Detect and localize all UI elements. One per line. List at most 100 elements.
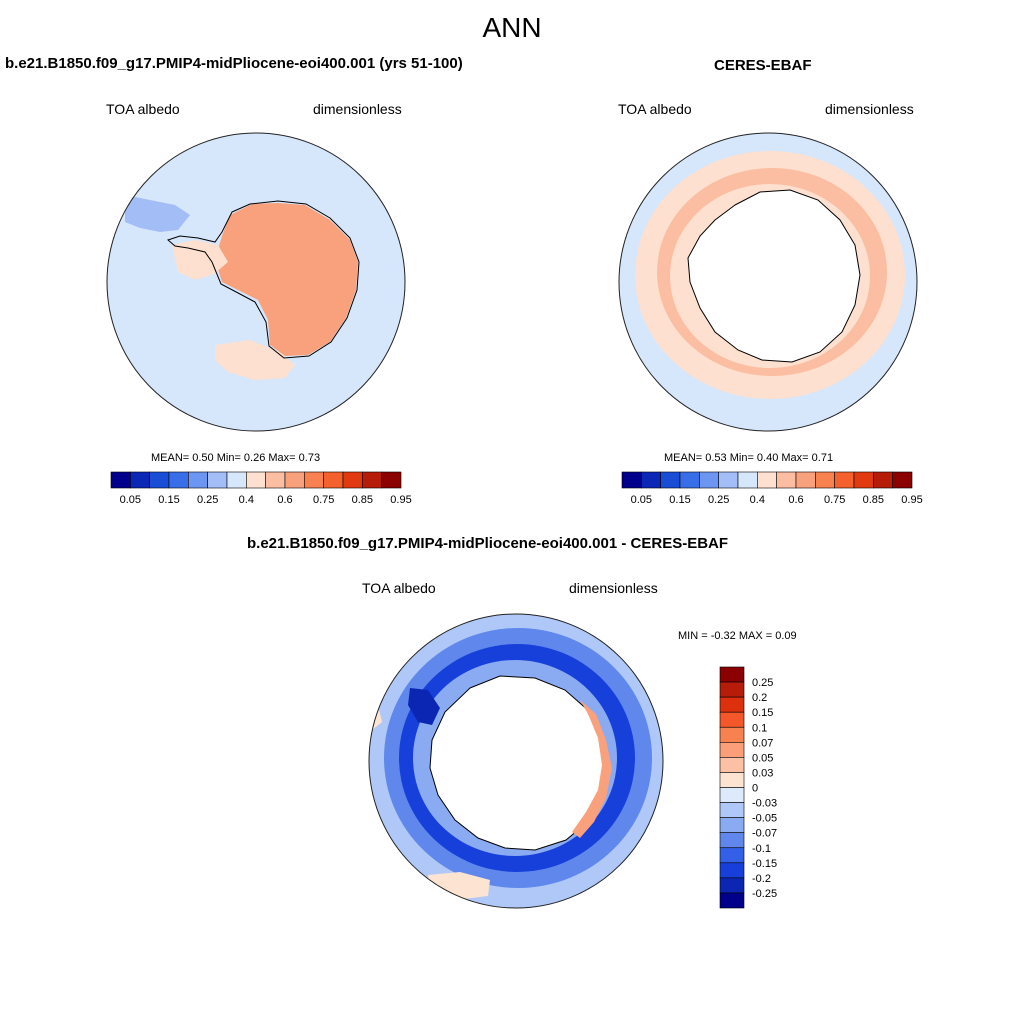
panel-3-positive-coastal-band	[572, 700, 612, 838]
panel-2-map	[618, 132, 918, 432]
panel-2-colorbar-swatch	[737, 471, 758, 489]
panel-2-colorbar-swatch	[776, 471, 797, 489]
panel-1-colorbar-swatch	[188, 471, 208, 489]
panel-3-colorbar-swatch	[719, 862, 745, 879]
panel-1-colorbar-swatch	[149, 471, 170, 489]
panel-3-colorbar-swatch	[719, 802, 745, 818]
panel-1-title: b.e21.B1850.f09_g17.PMIP4-midPliocene-eo…	[5, 55, 463, 72]
panel-1-colorbar-tick-label: 0.75	[313, 494, 334, 506]
panel-1-colorbar-swatch	[323, 471, 344, 489]
panel-3-colorbar-swatch	[719, 892, 745, 909]
panel-3-colorbar-tick-label: 0.2	[752, 692, 767, 704]
panel-3-colorbar-swatch	[719, 817, 745, 833]
panel-3-colorbar-swatch	[719, 832, 745, 849]
panel-2-units-label: dimensionless	[825, 101, 914, 117]
panel-2-colorbar-tick-label: 0.05	[631, 494, 652, 506]
panel-1-peninsula-patch	[172, 240, 228, 280]
panel-1-colorbar-swatch	[284, 471, 305, 489]
panel-1-colorbar-swatch	[362, 471, 382, 489]
panel-3-colorbar-swatch	[719, 757, 745, 773]
panel-2-colorbar-swatch	[621, 471, 642, 489]
panel-3-colorbar-tick-label: -0.1	[752, 843, 771, 855]
panel-1-colorbar-tick-label: 0.95	[390, 494, 411, 506]
panel-2-colorbar-swatch	[795, 471, 816, 489]
panel-1-colorbar-swatch	[342, 471, 363, 489]
panel-3-colorbar-tick-label: -0.25	[752, 888, 777, 900]
panel-1-colorbar-swatch	[130, 471, 150, 489]
panel-2-title: CERES-EBAF	[714, 57, 812, 74]
panel-1-colorbar-swatch	[381, 471, 402, 489]
panel-3-colorbar-tick-label: -0.2	[752, 873, 771, 885]
panel-1-map-boundary	[106, 132, 406, 432]
panel-2-colorbar-swatch	[853, 471, 874, 489]
panel-3-colorbar-swatch	[719, 847, 745, 864]
panel-3-colorbar-swatch	[719, 711, 745, 728]
panel-1-colorbar-swatch	[110, 471, 131, 489]
panel-3-colorbar-tick-label: 0	[752, 783, 758, 795]
panel-2-colorbar-swatch	[660, 471, 681, 489]
panel-1-colorbar-tick-label: 0.4	[239, 494, 254, 506]
panel-3-colorbar-swatch	[719, 772, 745, 788]
panel-3-colorbar-tick-label: -0.07	[752, 828, 777, 840]
panel-3-colorbar-swatch	[719, 726, 745, 743]
panel-1-colorbar-tick-label: 0.85	[352, 494, 373, 506]
panel-3-colorbar-tick-label: 0.15	[752, 707, 773, 719]
panel-1-colorbar-tick-label: 0.25	[197, 494, 218, 506]
panel-2-colorbar-tick-label: 0.6	[788, 494, 803, 506]
panel-1-colorbar-swatch	[207, 471, 228, 489]
panel-3-colorbar-tick-label: 0.07	[752, 737, 773, 749]
panel-2-colorbar-tick-label: 0.25	[708, 494, 729, 506]
panel-2-variable-label: TOA albedo	[618, 101, 692, 117]
panel-3-colorbar-swatch	[719, 877, 745, 894]
panel-1-colorbar-swatch	[168, 471, 189, 489]
panel-3-colorbar-tick-label: -0.05	[752, 813, 777, 825]
panel-3-variable-label: TOA albedo	[362, 580, 436, 596]
panel-3-colorbar-tick-label: 0.25	[752, 677, 773, 689]
panel-2-map-boundary	[618, 132, 918, 432]
panel-1-variable-label: TOA albedo	[106, 101, 180, 117]
panel-3-colorbar-tick-label: -0.15	[752, 858, 777, 870]
panel-2-colorbar-swatch	[699, 471, 719, 489]
panel-3-colorbar-tick-label: 0.03	[752, 767, 773, 779]
panel-1-antarctic-high-albedo	[215, 203, 358, 356]
panel-3-colorbar-swatch	[719, 742, 745, 758]
panel-1-ross-shelf-patch	[215, 340, 295, 380]
panel-2-colorbar-swatch	[679, 471, 700, 489]
panel-3-colorbar: 0.25 0.2 0.15 0.1 0.07 0.05 0.03 0 -0.03 -0.05 -0.…	[719, 666, 777, 909]
panel-1-colorbar-swatch	[304, 471, 324, 489]
panel-2-colorbar-tick-label: 0.15	[669, 494, 690, 506]
panel-3-colorbar-tick-label: 0.05	[752, 752, 773, 764]
panel-3-colorbar-tick-label: -0.03	[752, 798, 777, 810]
panel-1-colorbar-tick-label: 0.05	[120, 494, 141, 506]
panel-3-minimum-patch	[408, 688, 440, 725]
panel-3-map	[368, 613, 664, 909]
panel-2-colorbar-tick-label: 0.95	[901, 494, 922, 506]
panel-2-colorbar-tick-label: 0.85	[863, 494, 884, 506]
panel-3-units-label: dimensionless	[569, 580, 658, 596]
panel-1-colorbar-tick-label: 0.15	[158, 494, 179, 506]
panel-2-colorbar-tick-label: 0.75	[824, 494, 845, 506]
panel-1-units-label: dimensionless	[313, 101, 402, 117]
panel-2-colorbar-swatch	[873, 471, 893, 489]
panel-1-colorbar-swatch	[226, 471, 247, 489]
panel-2-colorbar-swatch	[815, 471, 835, 489]
main-title: ANN	[482, 12, 542, 43]
panel-1-low-albedo-patch	[125, 195, 190, 232]
panel-3-colorbar-swatch	[719, 666, 745, 683]
panel-2-colorbar-swatch	[834, 471, 855, 489]
panel-1-stats: MEAN= 0.50 Min= 0.26 Max= 0.73	[151, 452, 321, 464]
panel-3-map-boundary	[368, 613, 664, 909]
panel-2-colorbar-swatch	[757, 471, 777, 489]
panel-2-colorbar-swatch	[892, 471, 913, 489]
panel-3-colorbar-swatch	[719, 681, 745, 698]
panel-2-colorbar-swatch	[718, 471, 739, 489]
panel-3-minmax: MIN = -0.32 MAX = 0.09	[678, 630, 797, 642]
panel-3-title: b.e21.B1850.f09_g17.PMIP4-midPliocene-eo…	[247, 535, 729, 552]
panel-3-colorbar-swatch	[719, 787, 745, 803]
panel-1-map	[106, 132, 406, 432]
panel-3-colorbar-tick-label: 0.1	[752, 722, 767, 734]
panel-1-colorbar-swatch	[265, 471, 286, 489]
panel-1-colorbar: 0.05 0.15 0.25 0.4 0.6 0.75 0.85 0.95	[110, 471, 412, 506]
panel-1-colorbar-swatch	[246, 471, 266, 489]
